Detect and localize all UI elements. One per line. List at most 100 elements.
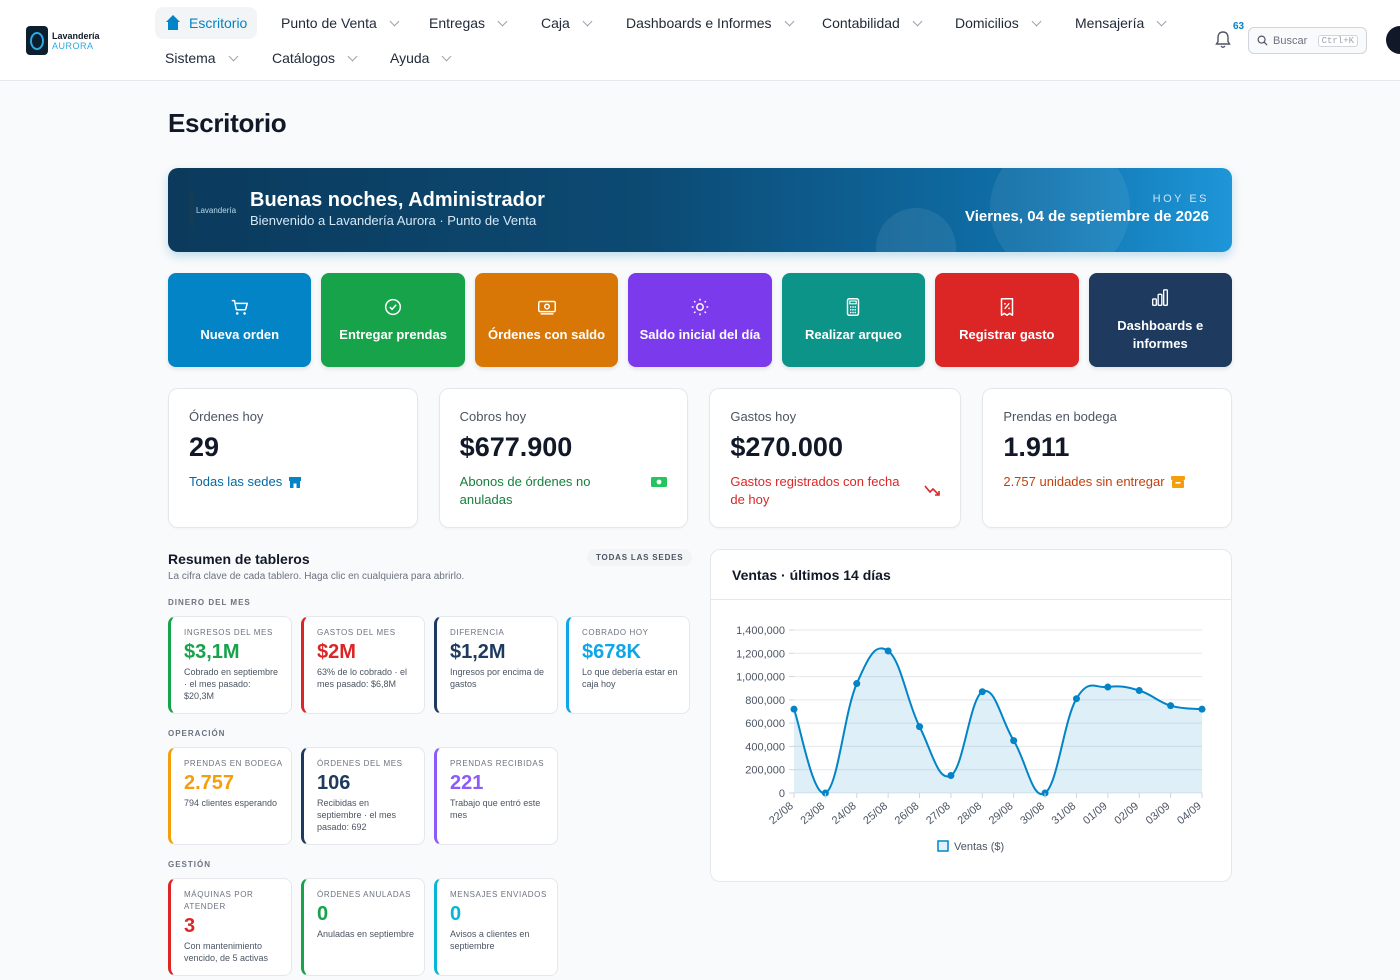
data-point — [1167, 702, 1174, 709]
tile-ingresos-mes[interactable]: INGRESOS DEL MES $3,1M Cobrado en septie… — [168, 616, 292, 714]
action-label: Órdenes con saldo — [488, 326, 605, 344]
stat-note: Todas las sedes — [189, 473, 397, 491]
stat-card-prendas-bodega[interactable]: Prendas en bodega 1.911 2.757 unidades s… — [982, 388, 1232, 528]
tile-cobrado-hoy[interactable]: COBRADO HOY $678K Lo que debería estar e… — [566, 616, 690, 714]
y-tick-label: 600,000 — [745, 718, 785, 730]
tile-ordenes-mes[interactable]: ÓRDENES DEL MES 106 Recibidas en septiem… — [301, 747, 425, 845]
cash-icon — [536, 296, 558, 318]
action-entregar-prendas[interactable]: Entregar prendas — [321, 273, 464, 367]
chevron-down-icon — [389, 16, 399, 26]
x-tick-label: 27/08 — [924, 800, 953, 827]
nav-item-contabilidad[interactable]: Contabilidad — [812, 7, 931, 39]
banner-logo: Lavandería — [190, 190, 230, 230]
y-tick-label: 1,000,000 — [736, 672, 785, 684]
stat-card-ordenes-hoy[interactable]: Órdenes hoy 29 Todas las sedes — [168, 388, 418, 528]
action-label: Nueva orden — [200, 326, 279, 344]
store-icon — [288, 475, 302, 489]
tile-gastos-mes[interactable]: GASTOS DEL MES $2M 63% de lo cobrado · e… — [301, 616, 425, 714]
nav-item-catalogos[interactable]: Catálogos — [262, 42, 366, 74]
section-heading: GESTIÓN — [168, 860, 211, 869]
tile-desc: Ingresos por encima de gastos — [450, 666, 549, 690]
chevron-down-icon — [912, 16, 922, 26]
tile-value: 0 — [450, 902, 549, 926]
stat-note: 2.757 unidades sin entregar — [1003, 473, 1211, 491]
tile-prendas-recibidas[interactable]: PRENDAS RECIBIDAS 221 Trabajo que entró … — [434, 747, 558, 845]
y-tick-label: 800,000 — [745, 695, 785, 707]
welcome-banner: Lavandería Buenas noches, Administrador … — [168, 168, 1232, 252]
nav-item-punto-de-venta[interactable]: Punto de Venta — [271, 7, 408, 39]
action-realizar-arqueo[interactable]: Realizar arqueo — [782, 273, 925, 367]
nav-label: Contabilidad — [822, 15, 900, 31]
avatar[interactable] — [1386, 26, 1400, 54]
tile-ordenes-anuladas[interactable]: ÓRDENES ANULADAS 0 Anuladas en septiembr… — [301, 878, 425, 976]
tile-desc: 63% de lo cobrado · el mes pasado: $6,8M — [317, 666, 416, 690]
quick-actions: Nueva orden Entregar prendas Órdenes con… — [168, 273, 1232, 367]
y-tick-label: 1,200,000 — [736, 648, 785, 660]
x-tick-label: 25/08 — [861, 800, 890, 827]
nav-item-ayuda[interactable]: Ayuda — [380, 42, 460, 74]
x-tick-label: 29/08 — [987, 800, 1016, 827]
action-dashboards[interactable]: Dashboards e informes — [1089, 273, 1232, 367]
data-point — [1104, 684, 1111, 691]
x-tick-label: 30/08 — [1018, 800, 1047, 827]
bell-icon[interactable] — [1213, 30, 1233, 50]
tile-label: GASTOS DEL MES — [317, 627, 416, 639]
today-label: HOY ES — [1153, 193, 1209, 205]
tile-diferencia[interactable]: DIFERENCIA $1,2M Ingresos por encima de … — [434, 616, 558, 714]
action-registrar-gasto[interactable]: Registrar gasto — [935, 273, 1078, 367]
nav-label: Punto de Venta — [281, 15, 377, 31]
nav-item-escritorio[interactable]: Escritorio — [155, 7, 257, 39]
nav-item-caja[interactable]: Caja — [531, 7, 601, 39]
section-heading: DINERO DEL MES — [168, 598, 251, 607]
notification-count: 63 — [1233, 21, 1244, 32]
y-tick-label: 200,000 — [745, 765, 785, 777]
x-tick-label: 04/09 — [1175, 800, 1204, 827]
nav-item-dashboards[interactable]: Dashboards e Informes — [616, 7, 803, 39]
action-saldo-inicial[interactable]: Saldo inicial del día — [628, 273, 771, 367]
chevron-down-icon — [1157, 16, 1167, 26]
bar-chart-icon — [1149, 287, 1171, 309]
action-label: Saldo inicial del día — [640, 326, 761, 344]
x-tick-label: 28/08 — [955, 800, 984, 827]
data-point — [1136, 687, 1143, 694]
stat-card-cobros-hoy[interactable]: Cobros hoy $677.900 Abonos de órdenes no… — [439, 388, 689, 528]
tile-maquinas[interactable]: MÁQUINAS POR ATENDER 3 Con mantenimiento… — [168, 878, 292, 976]
stat-value: $677.900 — [460, 432, 668, 463]
y-tick-label: 0 — [779, 788, 785, 800]
tile-label: PRENDAS RECIBIDAS — [450, 758, 549, 770]
tile-label: MÁQUINAS POR ATENDER — [184, 889, 283, 913]
tile-value: 3 — [184, 914, 283, 938]
tile-mensajes[interactable]: MENSAJES ENVIADOS 0 Avisos a clientes en… — [434, 878, 558, 976]
chevron-down-icon — [498, 16, 508, 26]
chevron-down-icon — [348, 51, 358, 61]
action-nueva-orden[interactable]: Nueva orden — [168, 273, 311, 367]
nav-item-mensajeria[interactable]: Mensajería — [1065, 7, 1175, 39]
sun-icon — [689, 296, 711, 318]
nav-item-entregas[interactable]: Entregas — [419, 7, 516, 39]
sales-chart: 0200,000400,000600,000800,0001,000,0001,… — [711, 550, 1233, 883]
data-point — [916, 723, 923, 730]
data-point — [1199, 706, 1206, 713]
brand-logo[interactable]: Lavandería AURORA — [26, 26, 100, 55]
tile-prendas-bodega[interactable]: PRENDAS EN BODEGA 2.757 794 clientes esp… — [168, 747, 292, 845]
data-point — [885, 647, 892, 654]
x-tick-label: 22/08 — [767, 800, 796, 827]
nav-item-sistema[interactable]: Sistema — [155, 42, 247, 74]
nav-item-domicilios[interactable]: Domicilios — [945, 7, 1050, 39]
summary-title: Resumen de tableros — [168, 551, 310, 567]
search-button[interactable]: Buscar Ctrl+K — [1248, 27, 1367, 54]
data-point — [947, 772, 954, 779]
action-label: Registrar gasto — [959, 326, 1054, 344]
data-point — [979, 688, 986, 695]
nav-label: Ayuda — [390, 50, 429, 66]
x-tick-label: 31/08 — [1050, 800, 1079, 827]
tile-label: ÓRDENES DEL MES — [317, 758, 416, 770]
chevron-down-icon — [442, 51, 452, 61]
calculator-icon — [842, 296, 864, 318]
action-ordenes-con-saldo[interactable]: Órdenes con saldo — [475, 273, 618, 367]
nav-label: Mensajería — [1075, 15, 1144, 31]
legend-swatch — [938, 841, 948, 851]
stat-card-gastos-hoy[interactable]: Gastos hoy $270.000 Gastos registrados c… — [709, 388, 961, 528]
page-title: Escritorio — [168, 108, 286, 139]
tile-desc: Cobrado en septiembre · el mes pasado: $… — [184, 666, 283, 702]
